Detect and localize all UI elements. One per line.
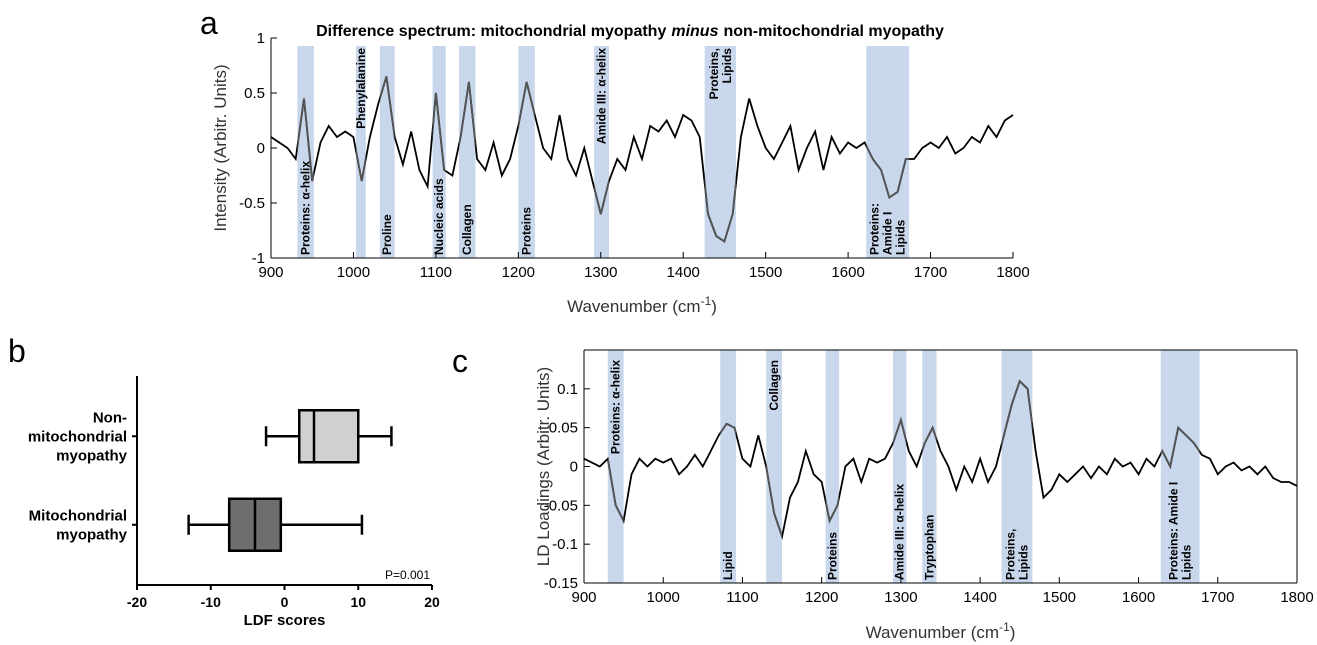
x-tick-label: 1300 [884,589,917,606]
region-label: Tryptophan [922,515,936,580]
x-tick-label: 1100 [420,264,452,281]
region-label: Proteins: α-helix [299,161,313,255]
region-label: Phenylalanine [354,48,368,129]
region-label: Proline [380,214,394,255]
x-tick-label: 1600 [1122,589,1155,606]
x-tick-label: 1400 [667,264,700,281]
region-band [379,46,395,258]
region-label: Amide I [881,212,895,255]
region-band [297,46,314,258]
x-tick-label: 1000 [337,264,370,281]
title-part: non-mitochondrial myopathy [723,23,944,40]
y-tick-label: 1 [257,30,265,47]
panel-letter: c [452,343,468,379]
y-tick-label: 0.5 [244,85,265,102]
region-label: Lipids [1016,544,1030,580]
x-tick-label: 1600 [831,264,864,281]
x-axis-label: LDF scores [244,612,326,629]
xlabel-sup: -1 [999,620,1010,634]
region-label: Proteins, [1003,529,1017,580]
x-tick-label: 1200 [805,589,838,606]
region-label: Lipids [894,219,908,255]
x-tick-label: 1400 [963,589,996,606]
panel-letter: b [8,333,26,369]
title-part: Difference spectrum: mitochondrial myopa… [316,23,666,40]
y-tick-label: -0.1 [552,536,578,553]
y-axis-label: Intensity (Arbitr. Units) [211,64,230,231]
category-label: myopathy [56,447,128,464]
xlabel-text: ) [711,297,717,316]
region-band [825,350,840,583]
region-label: Proteins, [707,48,721,99]
region-band [720,350,737,583]
y-tick-label: -1 [252,250,265,267]
x-axis-label: Wavenumber (cm-1) [866,620,1016,642]
x-tick-label: 1200 [502,264,535,281]
y-tick-label: 0 [257,140,265,157]
y-tick-label: -0.05 [544,497,578,514]
category-label: mitochondrial [28,428,127,445]
category-label: Non- [93,409,127,426]
x-tick-label: 1100 [726,589,758,606]
x-tick-label: 1500 [1043,589,1076,606]
x-tick-label: 1800 [996,264,1029,281]
y-tick-label: 0.1 [557,381,578,398]
x-tick-label: 1000 [647,589,680,606]
region-label: Lipid [721,551,735,580]
x-tick-label: 900 [258,264,283,281]
x-tick-label: 1500 [749,264,782,281]
panel-letter: a [200,5,218,41]
region-label: Lipids [1180,544,1194,580]
region-label: Collagen [460,204,474,255]
region-label: Amide III: α-helix [893,484,907,580]
x-tick-label: 900 [571,589,596,606]
region-label: Collagen [767,360,781,411]
region-label: Proteins [825,532,839,580]
y-tick-label: -0.5 [239,195,265,212]
xlabel-sup: -1 [701,294,712,308]
x-axis-label: Wavenumber (cm-1) [567,294,717,316]
annotation: P=0.001 [385,568,430,582]
chart-title: Difference spectrum: mitochondrial myopa… [316,23,944,40]
y-tick-label: 0.05 [549,420,578,437]
x-tick-label: 20 [424,594,440,610]
x-tick-label: -10 [201,594,221,610]
y-tick-label: -0.15 [544,575,578,592]
x-tick-label: 10 [350,594,366,610]
region-band [892,350,907,583]
y-tick-label: 0 [570,459,578,476]
x-tick-label: 1800 [1280,589,1313,606]
x-tick-label: 1300 [584,264,617,281]
region-band [1160,350,1200,583]
region-label: Lipids [720,48,734,84]
region-band [866,46,910,258]
region-label: Proteins [520,207,534,255]
y-axis-label: LD Loadings (Arbitr. Units) [534,367,553,566]
x-tick-label: -20 [127,594,147,610]
x-tick-label: 1700 [1201,589,1234,606]
xlabel-text: Wavenumber (cm [866,623,1000,642]
category-label: Mitochondrial [29,507,127,524]
region-band [355,46,366,258]
region-label: Amide III: α-helix [595,48,609,144]
box [298,409,360,464]
title-emphasis: minus [671,23,718,40]
x-tick-label: 0 [281,594,289,610]
region-label: Nucleic acids [432,178,446,255]
xlabel-text: ) [1010,623,1016,642]
xlabel-text: Wavenumber (cm [567,297,701,316]
region-band [607,350,624,583]
region-label: Proteins: [868,203,882,255]
region-band [922,350,937,583]
category-label: myopathy [56,526,128,543]
region-label: Proteins: Amide I [1167,482,1181,580]
x-tick-label: 1700 [914,264,947,281]
region-label: Proteins: α-helix [609,360,623,454]
